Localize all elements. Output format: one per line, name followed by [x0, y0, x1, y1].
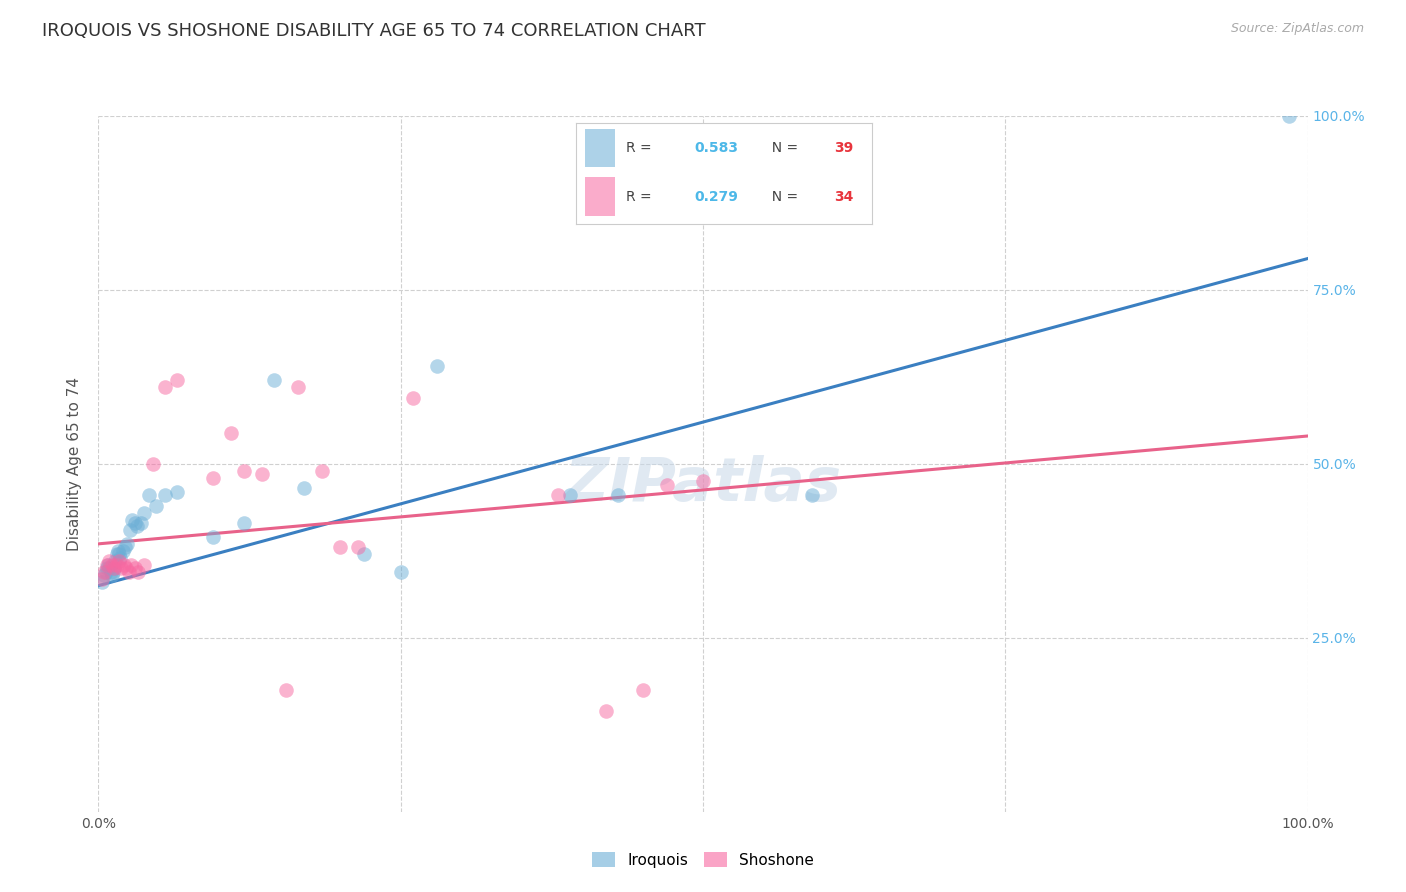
Point [120, 558, 142, 572]
Point [202, 471, 225, 485]
Point [655, 477, 678, 491]
Point [124, 561, 146, 575]
Point [134, 506, 156, 520]
Point [105, 547, 128, 561]
Point [97, 558, 120, 572]
Point [607, 488, 630, 502]
Point [166, 484, 188, 499]
Point [153, 380, 176, 394]
Point [329, 541, 352, 555]
Point [91, 572, 114, 586]
Point [138, 488, 160, 502]
Point [93, 568, 115, 582]
Point [631, 683, 654, 698]
Point [129, 516, 152, 530]
Point [250, 467, 273, 482]
Point [800, 488, 823, 502]
Point [595, 704, 617, 718]
Point [94, 565, 117, 579]
Point [96, 558, 118, 572]
Point [110, 561, 132, 575]
Point [145, 499, 167, 513]
Point [108, 550, 131, 565]
Point [117, 537, 139, 551]
Point [118, 565, 141, 579]
Point [98, 554, 121, 568]
Point [127, 519, 149, 533]
Point [127, 565, 149, 579]
Point [112, 558, 135, 572]
Point [311, 464, 333, 478]
Legend: Iroquois, Shoshone: Iroquois, Shoshone [586, 846, 820, 873]
Point [287, 380, 309, 394]
Point [232, 464, 254, 478]
Point [232, 516, 254, 530]
Point [101, 565, 124, 579]
Point [115, 561, 138, 575]
Point [96, 561, 118, 575]
Text: IROQUOIS VS SHOSHONE DISABILITY AGE 65 TO 74 CORRELATION CHART: IROQUOIS VS SHOSHONE DISABILITY AGE 65 T… [42, 22, 706, 40]
Point [118, 523, 141, 537]
Point [1278, 109, 1301, 123]
Point [134, 558, 156, 572]
Point [426, 359, 449, 374]
Point [100, 568, 122, 582]
Point [108, 554, 131, 568]
Point [103, 561, 125, 575]
Point [91, 575, 114, 590]
Point [105, 558, 128, 572]
Point [353, 547, 375, 561]
Point [100, 565, 122, 579]
Point [274, 683, 297, 698]
Point [98, 561, 121, 575]
Text: Source: ZipAtlas.com: Source: ZipAtlas.com [1230, 22, 1364, 36]
Point [114, 541, 136, 555]
Point [558, 488, 581, 502]
Point [108, 547, 131, 561]
Point [93, 565, 115, 579]
Point [692, 475, 714, 489]
Point [124, 516, 146, 530]
Point [103, 561, 125, 575]
Point [153, 488, 176, 502]
Point [142, 457, 165, 471]
Point [221, 425, 243, 440]
Point [100, 558, 122, 572]
Point [389, 565, 412, 579]
Point [347, 541, 370, 555]
Point [107, 544, 129, 558]
Point [121, 512, 143, 526]
Point [104, 554, 127, 568]
Point [202, 530, 225, 544]
Point [111, 544, 134, 558]
Point [166, 373, 188, 387]
Y-axis label: Disability Age 65 to 74: Disability Age 65 to 74 [67, 376, 83, 551]
Point [547, 488, 569, 502]
Point [402, 391, 425, 405]
Text: ZIPatlas: ZIPatlas [564, 455, 842, 514]
Point [292, 481, 315, 495]
Point [263, 373, 285, 387]
